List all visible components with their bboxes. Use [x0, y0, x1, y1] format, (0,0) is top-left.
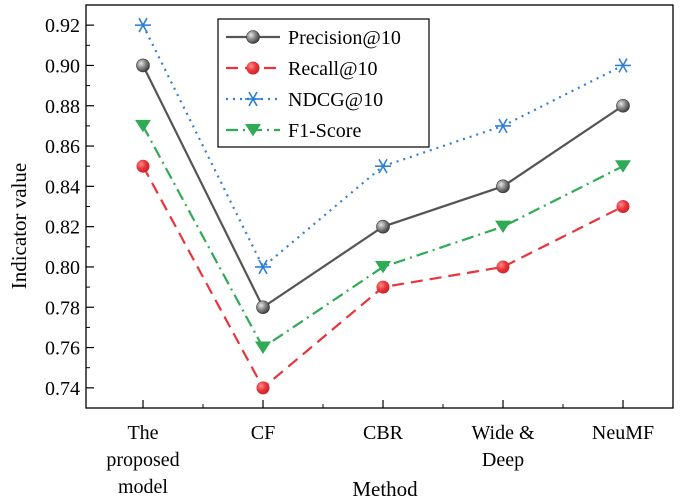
data-point-marker — [136, 159, 150, 173]
data-point-marker — [256, 381, 270, 395]
legend-label: NDCG@10 — [288, 89, 383, 111]
data-point-marker — [496, 179, 510, 194]
asterisk-stroke — [498, 118, 508, 134]
x-tick-label-line: Deep — [482, 449, 524, 471]
y-tick-label: 0.74 — [45, 378, 80, 400]
series-line — [142, 165, 624, 390]
legend-item: Precision@10 — [226, 27, 401, 49]
series-f1-score — [135, 119, 631, 354]
data-point-marker — [615, 160, 631, 173]
data-point-marker — [495, 220, 511, 234]
legend: Precision@10 Recall@10 NDCG@10 F1-Score — [217, 18, 430, 148]
x-axis-title: Method — [352, 477, 418, 501]
series-layer — [135, 17, 631, 395]
data-point-marker — [245, 124, 261, 137]
x-tick-label: Wide & Deep — [471, 422, 535, 471]
y-tick-label: 0.78 — [45, 297, 80, 319]
asterisk-stroke — [138, 17, 148, 33]
legend-item: NDCG@10 — [226, 89, 383, 111]
data-point-marker — [135, 119, 151, 133]
y-tick-label: 0.88 — [45, 96, 80, 118]
y-tick-label: 0.84 — [45, 176, 80, 198]
data-point-marker — [135, 17, 151, 33]
data-point-marker — [375, 158, 391, 174]
asterisk-stroke — [378, 158, 388, 174]
x-tick-label: CBR — [363, 422, 404, 444]
data-point-marker — [615, 58, 631, 73]
data-point-marker — [496, 260, 510, 274]
y-axis: 0.74 0.76 0.78 0.80 0.82 0.84 0.86 0.88 0.90 0.92 — [45, 4, 94, 409]
x-tick-label-line: NeuMF — [592, 422, 654, 444]
series-line — [142, 125, 624, 350]
data-point-marker — [246, 30, 260, 44]
data-point-marker — [255, 341, 271, 354]
data-point-marker — [255, 259, 271, 275]
data-point-marker — [616, 98, 630, 113]
asterisk-stroke — [248, 91, 258, 107]
data-point-marker — [616, 200, 630, 213]
legend-item: Recall@10 — [226, 58, 378, 80]
legend-label: F1-Score — [288, 120, 361, 142]
x-tick-label-line: model — [118, 476, 168, 498]
y-tick-label: 0.92 — [45, 15, 80, 37]
data-point-marker — [375, 260, 391, 274]
legend-label: Precision@10 — [288, 27, 401, 49]
series-precision-10 — [136, 58, 630, 315]
data-point-marker — [246, 61, 260, 75]
series-ndcg-10 — [135, 17, 631, 275]
y-tick-label: 0.76 — [45, 338, 80, 360]
asterisk-stroke — [258, 259, 268, 275]
data-point-marker — [376, 280, 390, 294]
legend-item: F1-Score — [226, 120, 361, 142]
legend-label: Recall@10 — [288, 58, 378, 80]
y-tick-label: 0.90 — [45, 55, 80, 77]
x-tick-label: CF — [251, 422, 275, 444]
y-tick-label: 0.82 — [45, 217, 80, 239]
data-point-marker — [245, 91, 261, 107]
x-tick-label: The proposed model — [106, 422, 179, 498]
data-point-marker — [495, 118, 511, 134]
x-tick-label-line: proposed — [106, 449, 179, 471]
x-tick-label-line: The — [127, 422, 158, 444]
y-tick-label: 0.86 — [45, 136, 80, 158]
x-tick-label: NeuMF — [592, 422, 654, 444]
data-point-marker — [136, 58, 150, 73]
data-point-marker — [376, 219, 390, 234]
series-recall-10 — [136, 159, 630, 395]
y-axis-title: Indicator value — [7, 163, 31, 290]
x-tick-label-line: CF — [251, 422, 275, 444]
asterisk-stroke — [618, 58, 628, 73]
x-tick-label-line: Wide & — [471, 422, 535, 444]
x-axis: The proposed model CF CBR Wide & Deep NeuMF — [106, 400, 654, 498]
data-point-marker — [256, 300, 270, 315]
x-tick-label-line: CBR — [363, 422, 404, 444]
y-tick-label: 0.80 — [45, 257, 80, 279]
